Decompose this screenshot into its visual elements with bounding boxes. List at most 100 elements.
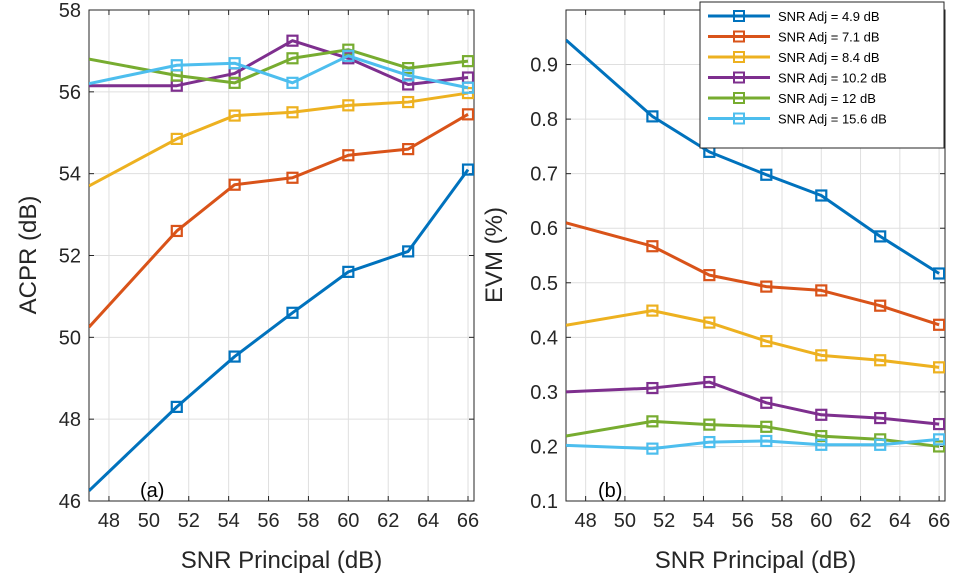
series-line <box>89 54 469 90</box>
legend-label: SNR Adj = 12 dB <box>778 91 876 106</box>
data-point <box>286 34 299 47</box>
series-line <box>89 168 470 492</box>
data-point <box>760 396 773 409</box>
series-line <box>89 91 469 188</box>
data-point <box>228 350 241 363</box>
x-tick-label: 66 <box>928 510 950 532</box>
x-tick-label: 48 <box>98 510 120 532</box>
data-point <box>342 265 355 278</box>
data-point <box>286 306 299 319</box>
data-point <box>646 442 659 455</box>
y-axis-label: EVM (%) <box>481 207 508 303</box>
data-point <box>646 381 659 395</box>
y-tick-label: 0.2 <box>530 436 558 458</box>
series-2 <box>566 221 945 331</box>
y-tick-label: 0.5 <box>530 273 558 295</box>
series-2 <box>89 108 474 329</box>
legend: SNR Adj = 4.9 dB SNR Adj = 7.1 dB SNR Adj … <box>699 1 945 149</box>
y-tick-label: 0.7 <box>530 164 558 186</box>
y-tick-label: 52 <box>59 246 81 268</box>
series-5 <box>89 43 474 89</box>
x-tick-label: 50 <box>614 510 636 532</box>
series-6 <box>566 433 945 455</box>
data-point <box>170 400 183 413</box>
data-point <box>646 240 659 253</box>
data-point <box>170 132 183 145</box>
x-tick-label: 48 <box>575 510 597 532</box>
data-point <box>286 52 299 65</box>
series-4 <box>566 375 945 431</box>
x-axis-label: SNR Principal (dB) <box>181 547 382 574</box>
panel-b-evm-chart: 48 50 52 54 56 58 60 62 64 66 0.1 0.2 0.3 0.4 0.5 0.6 0.… <box>481 1 950 574</box>
y-tick-label: 0.3 <box>530 382 558 404</box>
y-tick-label: 48 <box>59 409 81 431</box>
y-tick-label: 46 <box>59 491 81 513</box>
x-tick-label: 58 <box>297 510 319 532</box>
data-point <box>228 109 241 122</box>
series-3 <box>89 86 474 188</box>
data-point <box>933 361 945 374</box>
x-tick-label: 52 <box>178 510 200 532</box>
legend-swatch-marker <box>733 92 745 104</box>
x-tick-label: 62 <box>377 510 399 532</box>
data-point <box>703 316 716 329</box>
x-tick-label: 52 <box>653 510 675 532</box>
x-tick-label: 54 <box>218 510 240 532</box>
x-tick-label: 56 <box>732 510 754 532</box>
data-point <box>342 149 355 162</box>
data-point <box>342 99 355 112</box>
y-axis-label: ACPR (dB) <box>15 196 42 315</box>
data-point <box>286 76 299 89</box>
data-point <box>760 168 773 181</box>
x-tick-label: 54 <box>692 510 714 532</box>
legend-swatch-marker <box>733 112 745 125</box>
data-point <box>402 62 415 75</box>
data-point <box>815 349 828 362</box>
x-tick-label: 60 <box>810 510 832 532</box>
x-tick-label: 58 <box>771 510 793 532</box>
data-point <box>646 415 659 428</box>
data-point <box>815 408 828 421</box>
data-point <box>760 434 773 448</box>
data-point <box>228 76 241 89</box>
legend-entry: SNR Adj = 8.4 dB <box>708 50 880 65</box>
data-point <box>815 284 828 297</box>
x-tick-label: 64 <box>417 510 439 532</box>
y-tick-label: 50 <box>59 327 81 349</box>
series-line <box>89 39 469 88</box>
series-line <box>89 113 469 329</box>
legend-label: SNR Adj = 10.2 dB <box>778 71 887 86</box>
x-tick-label: 66 <box>457 510 479 532</box>
data-point <box>170 224 183 238</box>
data-point <box>874 230 887 243</box>
data-point <box>933 440 945 453</box>
series-line <box>89 48 469 85</box>
legend-entry: SNR Adj = 4.9 dB <box>708 9 880 24</box>
data-point <box>228 57 241 70</box>
x-tick-label: 64 <box>889 510 911 532</box>
series-line <box>566 309 940 369</box>
series-line <box>566 221 940 327</box>
data-point <box>874 438 887 451</box>
series-1 <box>566 38 945 280</box>
data-point <box>874 299 887 312</box>
y-tick-label: 0.6 <box>530 218 558 240</box>
data-point <box>402 245 415 258</box>
series-line <box>566 380 940 426</box>
data-point <box>461 55 474 68</box>
series-6 <box>89 49 474 94</box>
data-point <box>286 106 299 119</box>
data-point <box>933 433 945 446</box>
data-point <box>461 81 474 94</box>
legend-swatch-marker <box>733 30 745 43</box>
data-point <box>286 171 299 184</box>
data-point <box>760 420 773 433</box>
data-point <box>461 163 474 176</box>
y-tick-label: 0.9 <box>530 55 558 77</box>
series-3 <box>566 304 945 374</box>
legend-swatch-marker <box>733 51 745 63</box>
data-point <box>461 108 474 121</box>
legend-label: SNR Adj = 8.4 dB <box>778 50 880 65</box>
y-tick-label: 56 <box>59 82 81 104</box>
legend-entry: SNR Adj = 10.2 dB <box>708 71 887 86</box>
